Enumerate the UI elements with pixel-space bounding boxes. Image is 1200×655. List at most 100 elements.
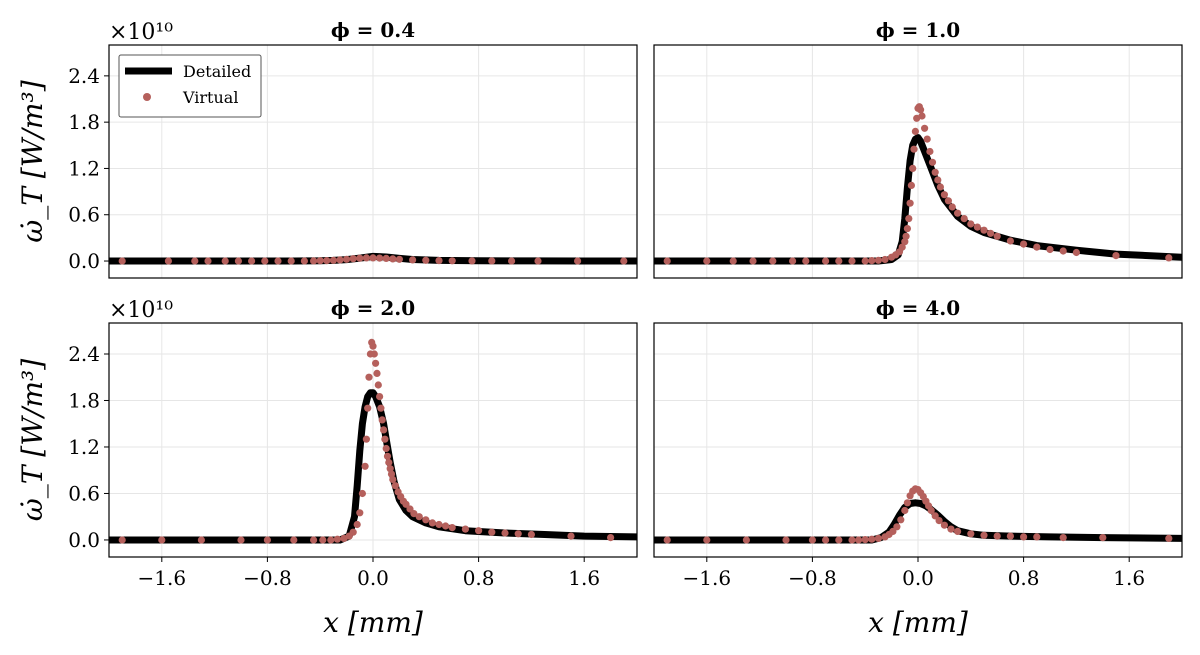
- point-virtual: [944, 197, 953, 205]
- point-virtual: [881, 255, 889, 264]
- point-virtual: [468, 257, 476, 265]
- point-virtual: [378, 416, 386, 424]
- point-virtual: [935, 517, 943, 525]
- point-virtual: [323, 257, 331, 265]
- point-virtual: [234, 257, 242, 265]
- point-virtual: [936, 183, 945, 191]
- panel-2: ϕ = 1.0: [653, 18, 1183, 279]
- point-virtual: [848, 257, 856, 265]
- point-virtual: [1059, 534, 1067, 542]
- point-virtual: [118, 257, 126, 265]
- point-virtual: [987, 229, 995, 237]
- x-tick-label: 0.8: [463, 566, 495, 590]
- point-virtual: [1006, 532, 1015, 540]
- panel-1: ϕ = 0.4 ×10¹⁰ 0.0 0.6 1.2 1.8 2.4 ω̇_T [W/m³]: [16, 18, 638, 279]
- point-virtual: [356, 254, 364, 262]
- point-virtual: [769, 257, 777, 265]
- point-virtual: [372, 359, 380, 367]
- point-virtual: [364, 404, 372, 412]
- point-virtual: [435, 520, 443, 529]
- y-tick-label: 1.8: [68, 110, 100, 134]
- x-tick-label: −0.8: [788, 566, 837, 590]
- point-virtual: [300, 257, 308, 265]
- point-virtual: [993, 232, 1001, 240]
- point-virtual: [782, 536, 790, 544]
- point-virtual: [356, 509, 364, 517]
- point-virtual: [1099, 534, 1107, 542]
- point-virtual: [1033, 243, 1041, 251]
- axes-frame: [108, 44, 638, 279]
- point-virtual: [508, 257, 516, 265]
- point-virtual: [369, 342, 377, 350]
- point-virtual: [237, 536, 245, 544]
- point-virtual: [319, 536, 327, 544]
- point-virtual: [567, 532, 575, 540]
- point-virtual: [381, 435, 389, 443]
- point-virtual: [382, 444, 390, 453]
- axis-multiplier: ×10¹⁰: [109, 20, 173, 45]
- point-virtual: [931, 168, 939, 176]
- point-virtual: [926, 147, 934, 156]
- point-virtual: [967, 220, 975, 228]
- panel-title: ϕ = 4.0: [876, 296, 960, 320]
- point-virtual: [380, 426, 388, 434]
- point-virtual: [329, 256, 337, 264]
- point-virtual: [410, 509, 418, 518]
- legend-label-detailed: Detailed: [183, 62, 251, 81]
- point-virtual: [901, 238, 909, 246]
- point-virtual: [947, 525, 955, 533]
- point-virtual: [918, 112, 926, 120]
- point-virtual: [389, 255, 397, 263]
- point-virtual: [435, 257, 443, 265]
- point-virtual: [261, 257, 269, 265]
- point-virtual: [960, 215, 968, 223]
- point-virtual: [514, 530, 522, 538]
- point-virtual: [391, 482, 399, 490]
- series-line-detailed: [109, 389, 637, 544]
- point-virtual: [802, 257, 810, 265]
- point-virtual: [448, 524, 456, 532]
- y-axis-label: ω̇_T [W/m³]: [16, 80, 49, 242]
- point-virtual: [461, 525, 469, 533]
- point-virtual: [164, 257, 172, 265]
- point-virtual: [905, 215, 913, 223]
- point-virtual: [358, 489, 366, 498]
- point-virtual: [197, 536, 205, 544]
- plot-area: [109, 338, 637, 544]
- point-virtual: [893, 523, 901, 531]
- point-virtual: [1046, 245, 1054, 254]
- point-virtual: [729, 257, 737, 265]
- point-virtual: [290, 536, 298, 544]
- point-virtual: [534, 257, 542, 265]
- point-virtual: [204, 257, 212, 265]
- point-virtual: [903, 499, 912, 507]
- point-virtual: [422, 256, 430, 264]
- point-virtual: [928, 158, 937, 166]
- point-virtual: [221, 257, 229, 265]
- point-virtual: [967, 530, 975, 538]
- point-virtual: [703, 257, 711, 265]
- point-virtual: [874, 534, 883, 543]
- plot-area: [654, 485, 1182, 544]
- point-virtual: [191, 257, 199, 265]
- point-virtual: [501, 529, 509, 537]
- point-virtual: [310, 536, 318, 544]
- legend: Detailed Virtual: [118, 54, 262, 118]
- point-virtual: [663, 257, 671, 265]
- panel-title: ϕ = 1.0: [876, 18, 960, 42]
- point-virtual: [909, 164, 917, 172]
- point-virtual: [442, 522, 450, 530]
- panel-title: ϕ = 2.0: [331, 296, 415, 320]
- point-virtual: [349, 528, 357, 536]
- x-tick-label: 1.6: [568, 566, 600, 590]
- point-virtual: [868, 257, 876, 265]
- point-virtual: [1006, 237, 1015, 245]
- y-tick-label: 2.4: [68, 342, 100, 366]
- point-virtual: [574, 257, 582, 265]
- point-virtual: [353, 520, 361, 529]
- point-virtual: [954, 209, 962, 217]
- point-virtual: [934, 176, 942, 184]
- point-virtual: [907, 181, 916, 189]
- point-virtual: [973, 223, 982, 231]
- panel-4: ϕ = 4.0 −1.6 −0.8 0.0 0.8 1.6 x [mm]: [653, 296, 1183, 639]
